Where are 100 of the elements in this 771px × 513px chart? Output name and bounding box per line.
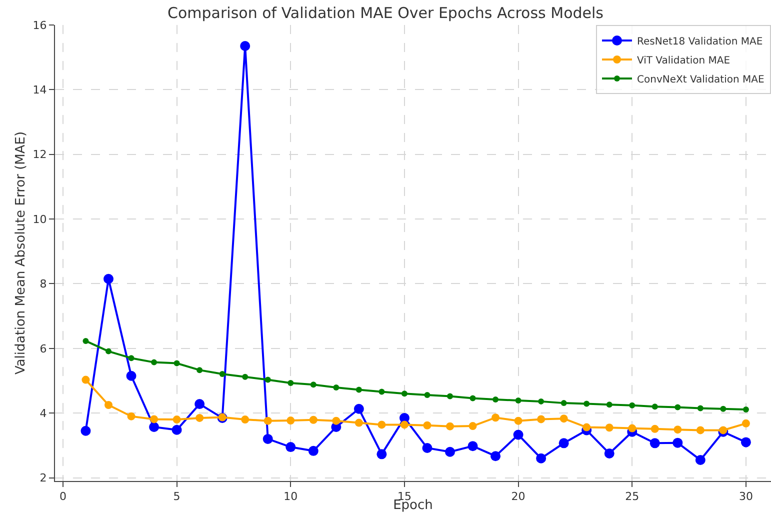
point bbox=[309, 416, 318, 424]
point bbox=[447, 393, 453, 400]
y-tick-label: 8 bbox=[40, 278, 47, 291]
point bbox=[219, 370, 226, 377]
point bbox=[242, 374, 248, 380]
x-tick-label: 25 bbox=[625, 490, 640, 504]
y-axis-title: Validation Mean Absolute Error (MAE) bbox=[14, 131, 29, 375]
point bbox=[80, 426, 91, 436]
point bbox=[515, 397, 522, 404]
point bbox=[536, 453, 546, 464]
point bbox=[697, 405, 704, 412]
x-tick-label: 10 bbox=[284, 490, 298, 504]
point bbox=[356, 386, 362, 393]
legend-label: ViT Validation MAE bbox=[637, 55, 730, 66]
legend-label: ResNet18 Validation MAE bbox=[637, 36, 763, 48]
point bbox=[264, 376, 271, 383]
point bbox=[537, 415, 546, 424]
point bbox=[286, 416, 295, 425]
point bbox=[150, 415, 158, 424]
point bbox=[672, 438, 683, 448]
point bbox=[560, 400, 567, 406]
y-tick-label: 14 bbox=[32, 84, 47, 97]
point bbox=[514, 416, 522, 425]
point bbox=[82, 338, 89, 344]
point bbox=[378, 420, 386, 429]
x-tick-label: 0 bbox=[59, 490, 66, 504]
point bbox=[674, 404, 681, 410]
point bbox=[719, 426, 728, 434]
point bbox=[560, 414, 568, 423]
point bbox=[106, 348, 112, 354]
point bbox=[606, 402, 612, 408]
point bbox=[538, 398, 544, 404]
x-tick-label: 5 bbox=[173, 490, 180, 504]
point bbox=[376, 449, 387, 460]
point bbox=[262, 434, 273, 444]
point bbox=[400, 420, 408, 429]
point bbox=[104, 274, 114, 284]
point bbox=[149, 422, 160, 432]
point bbox=[378, 388, 385, 395]
x-tick-label: 30 bbox=[738, 490, 753, 504]
y-tick-label: 12 bbox=[32, 148, 47, 162]
point bbox=[490, 451, 501, 462]
point bbox=[196, 414, 204, 422]
point bbox=[423, 421, 432, 430]
point bbox=[333, 384, 340, 391]
point bbox=[332, 416, 340, 425]
point bbox=[628, 424, 636, 432]
point bbox=[310, 382, 316, 388]
point bbox=[605, 424, 614, 432]
point bbox=[740, 437, 751, 448]
point bbox=[354, 418, 363, 427]
point bbox=[470, 395, 476, 402]
point bbox=[582, 423, 591, 432]
point bbox=[128, 355, 134, 362]
point bbox=[174, 360, 180, 366]
point bbox=[468, 441, 478, 452]
point bbox=[445, 446, 455, 457]
point bbox=[196, 367, 203, 374]
point bbox=[696, 426, 704, 434]
point bbox=[650, 438, 660, 448]
point bbox=[264, 416, 272, 425]
point bbox=[695, 454, 706, 465]
point bbox=[422, 443, 432, 454]
x-tick-label: 20 bbox=[511, 490, 526, 504]
point bbox=[492, 396, 499, 402]
y-tick-label: 16 bbox=[32, 18, 47, 32]
point bbox=[172, 424, 182, 435]
legend-label: ConvNeXt Validation MAE bbox=[637, 74, 764, 86]
point bbox=[241, 416, 250, 424]
point bbox=[288, 380, 294, 386]
point bbox=[720, 406, 726, 412]
point bbox=[513, 430, 524, 440]
point bbox=[674, 426, 682, 434]
point bbox=[127, 412, 136, 420]
point bbox=[308, 446, 318, 456]
point bbox=[240, 41, 250, 52]
chart-title: Comparison of Validation MAE Over Epochs Across Models bbox=[168, 4, 604, 22]
point bbox=[558, 438, 569, 448]
point bbox=[650, 424, 659, 433]
point bbox=[151, 359, 158, 366]
point bbox=[742, 419, 750, 428]
point bbox=[629, 402, 636, 408]
point bbox=[172, 416, 181, 424]
point bbox=[194, 399, 205, 410]
point bbox=[354, 404, 364, 414]
point bbox=[584, 400, 590, 407]
point bbox=[652, 404, 658, 410]
point bbox=[286, 442, 296, 452]
point bbox=[446, 422, 454, 430]
point bbox=[424, 392, 430, 398]
point bbox=[742, 406, 749, 413]
point bbox=[401, 390, 408, 397]
point bbox=[468, 422, 477, 430]
y-tick-label: 6 bbox=[40, 342, 47, 356]
y-tick-label: 2 bbox=[40, 472, 47, 485]
y-tick-label: 4 bbox=[40, 406, 47, 420]
point bbox=[104, 401, 112, 409]
point bbox=[604, 448, 614, 459]
y-tick-label: 10 bbox=[32, 212, 47, 226]
point bbox=[492, 414, 500, 422]
